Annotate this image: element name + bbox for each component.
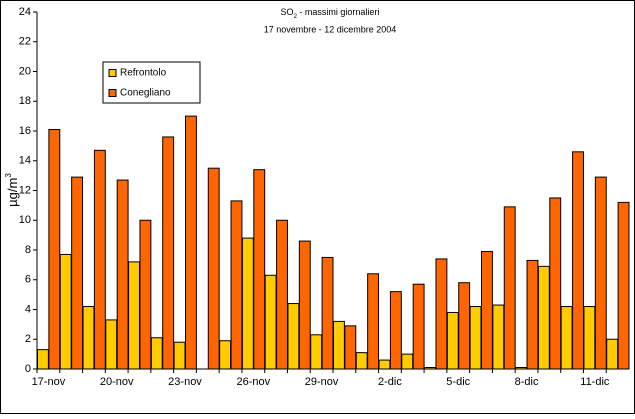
bar [219,340,232,370]
bar [344,325,357,370]
y-tick-label: 16 [19,125,31,137]
bar [59,253,72,370]
chart-subtitle: 17 novembre - 12 dicembre 2004 [264,24,397,34]
bar [185,115,197,370]
bar [572,151,584,370]
bar [173,341,186,370]
x-tick-label: 29-nov [305,376,339,388]
x-tick-label: 26-nov [236,376,270,388]
x-tick-label: 5-dic [446,376,470,388]
bar [116,179,129,370]
chart-title: SO2 - massimi giornalieri [281,7,380,19]
bar [424,367,436,370]
bar [298,240,311,370]
bar [207,167,220,370]
bar [389,291,402,370]
bar [549,197,562,370]
bar [241,237,254,370]
bar [492,304,505,370]
bar [139,219,152,370]
bar [321,256,334,370]
bar [458,282,471,370]
bar [606,338,619,370]
bar [367,273,380,370]
x-tick-label: 8-dic [515,376,539,388]
bar [560,306,573,370]
x-tick-label: 17-nov [32,376,66,388]
bar [401,353,414,370]
bar [446,311,459,370]
legend-swatch [108,89,117,97]
bar [481,250,493,370]
y-tick-label: 8 [25,244,31,256]
bar [82,306,95,370]
y-tick-label: 6 [25,274,31,286]
bar [355,352,368,370]
bar [515,367,528,370]
legend-box [102,61,201,104]
y-axis-label: µg/m3 [4,173,20,207]
y-tick-label: 20 [19,65,31,77]
y-tick-label: 0 [25,363,31,375]
bar [287,303,300,370]
y-tick-label: 12 [19,184,31,196]
bar [162,136,175,370]
y-tick-label: 14 [19,155,31,167]
bar [150,337,163,370]
bar [594,176,607,370]
legend-label: Refrontolo [120,68,167,79]
legend-label: Conegliano [120,88,171,99]
bar [617,201,630,370]
bar [537,265,550,370]
legend-swatch [108,69,117,77]
bar [503,206,516,370]
y-tick-label: 18 [19,95,31,107]
bar [333,320,345,370]
y-tick-label: 2 [25,333,31,345]
bar [93,149,106,370]
bar [276,219,288,370]
bar [37,349,49,370]
bar [412,283,425,370]
bar [264,274,277,370]
bar [583,306,596,370]
bar [128,261,140,370]
bar [230,200,243,370]
y-tick-label: 10 [19,214,31,226]
y-tick-label: 22 [19,36,31,48]
bar [48,129,61,370]
y-tick-label: 4 [25,303,31,315]
bar [435,258,448,370]
x-tick-label: 20-nov [100,376,134,388]
y-tick-label: 24 [19,6,31,18]
bar [526,259,539,370]
x-tick-label: 11-dic [580,376,610,388]
bar [105,319,118,370]
bar [71,176,84,370]
x-tick-label: 2-dic [378,376,402,388]
bar [253,169,266,370]
bar [310,334,323,370]
x-tick-label: 23-nov [168,376,202,388]
bar [378,359,391,370]
bar [469,306,482,370]
